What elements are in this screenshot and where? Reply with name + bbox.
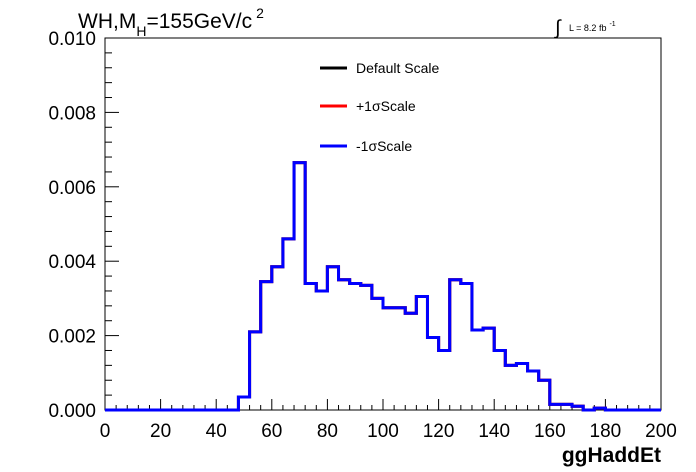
histogram--1-scale [105, 161, 661, 412]
y-tick-label: 0.008 [48, 103, 96, 124]
y-tick-label: 0.002 [48, 327, 96, 348]
y-tick-label: 0.004 [48, 252, 96, 273]
x-tick-label: 0 [100, 421, 111, 442]
y-tick-label: 0.000 [48, 401, 96, 422]
y-tick-label: 0.010 [48, 29, 96, 50]
x-tick-label: 140 [478, 421, 510, 442]
x-tick-label: 80 [317, 421, 338, 442]
x-tick-label: 160 [534, 421, 566, 442]
histogram--1-scale [105, 161, 661, 412]
x-tick-label: 60 [261, 421, 282, 442]
x-axis-label: ggHaddEt [562, 444, 661, 467]
x-tick-label: 100 [367, 421, 399, 442]
plot-frame [104, 37, 662, 411]
x-tick-label: 200 [645, 421, 677, 442]
lumi-label: L = 8.2 fb -1 [569, 21, 616, 33]
lumi-integral: ∫ [554, 17, 562, 39]
x-tick-label: 120 [423, 421, 455, 442]
legend-entry: Default Scale [356, 60, 439, 76]
histogram-default-scale [105, 161, 661, 412]
chart-title: WH,MH=155GeV/c 2 [78, 5, 264, 39]
x-tick-label: 180 [590, 421, 622, 442]
x-tick-label: 20 [150, 421, 171, 442]
legend-entry: -1σScale [356, 138, 412, 154]
x-tick-label: 40 [206, 421, 227, 442]
y-tick-label: 0.006 [48, 178, 96, 199]
legend-entry: +1σScale [356, 98, 416, 114]
